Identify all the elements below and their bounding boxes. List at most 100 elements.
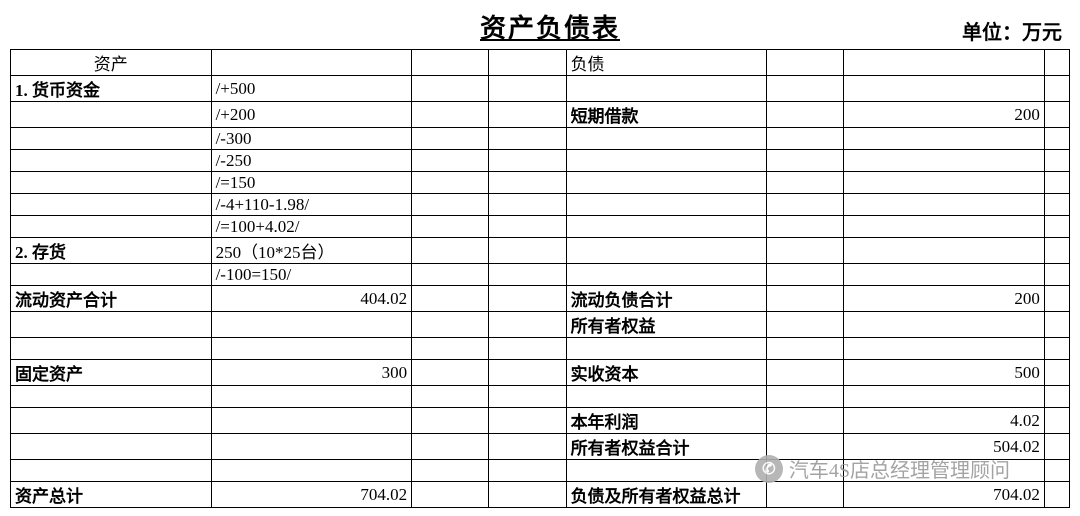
table-row: /+200短期借款200	[11, 102, 1070, 128]
table-row: /-250	[11, 150, 1070, 172]
table-cell	[767, 386, 844, 408]
table-cell	[489, 360, 566, 386]
table-cell	[1044, 264, 1069, 286]
table-row: 资产总计704.02负债及所有者权益总计704.02	[11, 482, 1070, 508]
table-cell: 所有者权益	[566, 312, 767, 338]
table-cell: 固定资产	[11, 360, 212, 386]
table-cell	[844, 238, 1045, 264]
table-cell	[566, 338, 767, 360]
table-cell	[566, 76, 767, 102]
table-cell	[11, 128, 212, 150]
table-row	[11, 386, 1070, 408]
table-cell	[489, 312, 566, 338]
table-cell	[11, 194, 212, 216]
table-cell	[566, 460, 767, 482]
table-row: 流动资产合计404.02流动负债合计200	[11, 286, 1070, 312]
header-assets: 资产	[11, 50, 212, 76]
table-row: /-4+110-1.98/	[11, 194, 1070, 216]
table-cell	[1044, 386, 1069, 408]
table-cell	[489, 128, 566, 150]
table-cell: /-250	[211, 150, 412, 172]
table-cell	[1044, 408, 1069, 434]
table-cell	[1044, 172, 1069, 194]
table-header-row: 资产 负债	[11, 50, 1070, 76]
table-cell: 1. 货币资金	[11, 76, 212, 102]
table-cell	[489, 238, 566, 264]
table-cell	[1044, 150, 1069, 172]
page-title: 资产负债表	[18, 8, 962, 45]
table-cell	[1044, 238, 1069, 264]
table-cell	[11, 460, 212, 482]
table-row: 2. 存货250（10*25台）	[11, 238, 1070, 264]
table-cell	[211, 408, 412, 434]
unit-label: 单位：万元	[962, 16, 1062, 45]
table-row: /=150	[11, 172, 1070, 194]
table-cell	[412, 238, 489, 264]
table-cell: /-4+110-1.98/	[211, 194, 412, 216]
table-row	[11, 338, 1070, 360]
balance-sheet-table: 资产 负债 1. 货币资金/+500/+200短期借款200/-300/-250…	[10, 49, 1070, 508]
table-cell	[412, 312, 489, 338]
table-cell	[489, 460, 566, 482]
table-row: 1. 货币资金/+500	[11, 76, 1070, 102]
table-cell: 200	[844, 102, 1045, 128]
table-row: 所有者权益	[11, 312, 1070, 338]
table-cell	[566, 216, 767, 238]
table-cell	[767, 150, 844, 172]
table-cell	[844, 76, 1045, 102]
table-cell	[412, 172, 489, 194]
table-cell: 流动资产合计	[11, 286, 212, 312]
table-row: 固定资产300实收资本500	[11, 360, 1070, 386]
table-cell: 资产总计	[11, 482, 212, 508]
table-cell	[489, 482, 566, 508]
table-cell	[11, 216, 212, 238]
table-cell: 2. 存货	[11, 238, 212, 264]
table-row: 本年利润4.02	[11, 408, 1070, 434]
table-cell	[489, 216, 566, 238]
table-cell	[1044, 312, 1069, 338]
table-cell: /+500	[211, 76, 412, 102]
table-cell	[489, 264, 566, 286]
table-cell	[566, 194, 767, 216]
table-cell	[211, 434, 412, 460]
table-cell: 404.02	[211, 286, 412, 312]
table-cell: 704.02	[211, 482, 412, 508]
table-cell: /=150	[211, 172, 412, 194]
table-cell: /-300	[211, 128, 412, 150]
table-cell	[1044, 194, 1069, 216]
table-cell	[412, 194, 489, 216]
table-cell	[767, 338, 844, 360]
table-cell	[844, 386, 1045, 408]
table-cell	[844, 216, 1045, 238]
table-cell: 本年利润	[566, 408, 767, 434]
table-cell	[412, 216, 489, 238]
table-cell	[412, 408, 489, 434]
table-cell	[767, 172, 844, 194]
table-cell	[1044, 216, 1069, 238]
table-cell: /=100+4.02/	[211, 216, 412, 238]
table-cell	[489, 172, 566, 194]
table-row: /-100=150/	[11, 264, 1070, 286]
empty-cell	[1044, 50, 1069, 76]
table-cell	[767, 102, 844, 128]
table-cell	[844, 172, 1045, 194]
table-cell	[11, 408, 212, 434]
table-cell	[11, 338, 212, 360]
table-cell	[1044, 338, 1069, 360]
table-cell	[412, 150, 489, 172]
table-cell	[1044, 460, 1069, 482]
watermark: ✆ 汽车4S店总经理管理顾问	[755, 454, 1010, 483]
table-cell	[844, 194, 1045, 216]
table-cell: 负债及所有者权益总计	[566, 482, 767, 508]
table-cell	[211, 386, 412, 408]
table-cell	[489, 150, 566, 172]
empty-cell	[767, 50, 844, 76]
table-cell	[11, 150, 212, 172]
table-cell	[211, 460, 412, 482]
table-cell	[1044, 482, 1069, 508]
table-cell	[566, 172, 767, 194]
empty-cell	[211, 50, 412, 76]
table-cell	[566, 264, 767, 286]
table-cell: 200	[844, 286, 1045, 312]
table-cell	[767, 76, 844, 102]
